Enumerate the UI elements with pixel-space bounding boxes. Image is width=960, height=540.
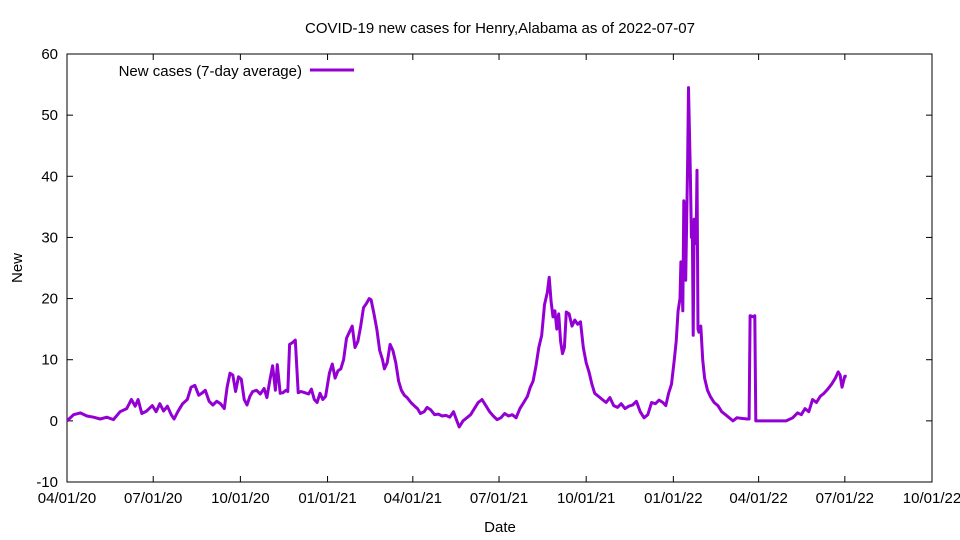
x-tick-label: 10/01/22 [903,490,960,507]
x-tick-label: 07/01/22 [816,490,874,507]
legend-label: New cases (7-day average) [119,63,302,80]
x-tick-label: 10/01/20 [211,490,269,507]
y-tick-label: 50 [41,107,58,124]
x-axis: 04/01/20 07/01/20 10/01/20 01/01/21 04/01/21… [38,54,960,507]
x-tick-label: 04/01/21 [384,490,442,507]
y-tick-label: 10 [41,352,58,369]
y-tick-label: -10 [36,474,58,491]
y-axis: -10 0 10 20 30 40 50 60 [36,46,932,491]
y-tick-label: 0 [50,413,58,430]
y-tick-label: 20 [41,291,58,308]
y-tick-label: 40 [41,168,58,185]
x-tick-label: 10/01/21 [557,490,615,507]
legend: New cases (7-day average) [119,63,354,80]
x-tick-label: 07/01/20 [124,490,182,507]
x-tick-label: 01/01/22 [644,490,702,507]
series-line-0 [65,86,847,429]
chart-title: COVID-19 new cases for Henry,Alabama as … [305,20,695,37]
y-axis-label: New [9,253,26,283]
x-tick-label: 04/01/22 [729,490,787,507]
x-tick-label: 04/01/20 [38,490,96,507]
y-tick-label: 60 [41,46,58,63]
x-tick-label: 01/01/21 [298,490,356,507]
x-tick-label: 07/01/21 [470,490,528,507]
series-layer [65,86,847,429]
x-axis-label: Date [484,519,516,536]
y-tick-label: 30 [41,229,58,246]
